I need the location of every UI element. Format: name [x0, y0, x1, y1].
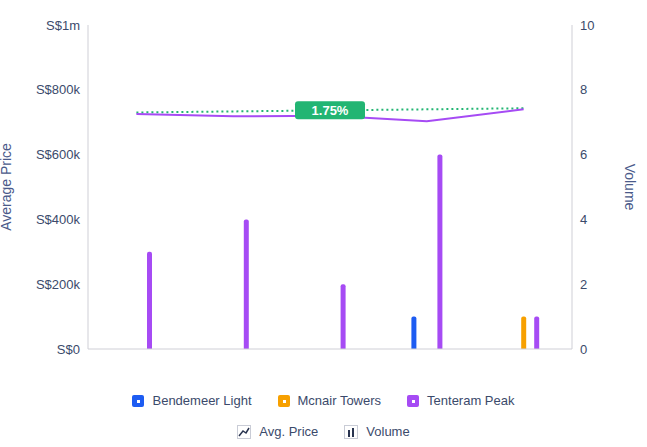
svg-text:S$800k: S$800k — [36, 82, 81, 97]
svg-text:Average Price: Average Price — [8, 143, 14, 231]
html-text:Volume: Volume — [366, 424, 410, 439]
svg-text:0: 0 — [580, 342, 587, 357]
svg-text:S$1m: S$1m — [46, 18, 80, 33]
html-text:Tenteram Peak: Tenteram Peak — [427, 393, 515, 408]
svg-text:1.75%: 1.75% — [312, 103, 349, 118]
svg-text:S$200k: S$200k — [36, 277, 81, 292]
svg-text:S$0: S$0 — [57, 342, 80, 357]
svg-text:S$400k: S$400k — [36, 212, 81, 227]
html-text:Mcnair Towers: Mcnair Towers — [297, 393, 382, 408]
html-text:Bendemeer Light: Bendemeer Light — [152, 393, 252, 408]
svg-text:2: 2 — [580, 277, 587, 292]
svg-text:8: 8 — [580, 82, 587, 97]
svg-text:S$600k: S$600k — [36, 147, 81, 162]
svg-text:10: 10 — [580, 18, 594, 33]
svg-text:4: 4 — [580, 212, 587, 227]
svg-text:6: 6 — [580, 147, 587, 162]
svg-text:Volume: Volume — [622, 164, 638, 211]
html-text:Avg. Price: Avg. Price — [259, 424, 319, 439]
